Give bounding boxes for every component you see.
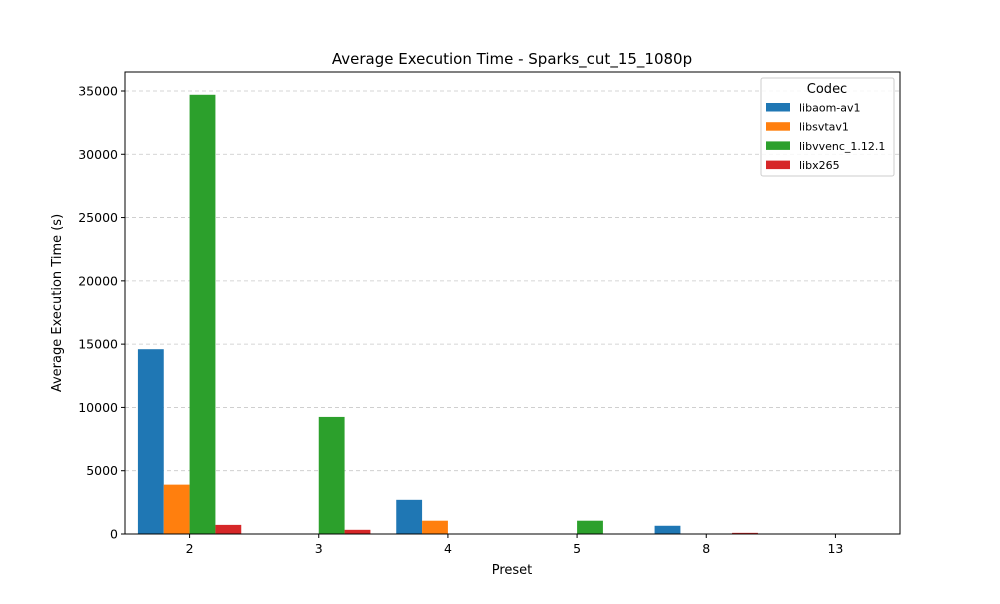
y-tick-label: 0 [110, 527, 118, 542]
x-tick-label: 13 [827, 541, 843, 556]
x-tick-label: 2 [186, 541, 194, 556]
legend-label: libsvtav1 [799, 121, 849, 134]
bar-libvvenc-1-12-1-preset-5 [577, 520, 603, 534]
bar-libsvtav1-preset-2 [163, 484, 190, 534]
y-tick-label: 35000 [78, 83, 118, 98]
bar-libaom-av1-preset-2 [137, 349, 164, 534]
bar-libx265-preset-2 [215, 524, 242, 534]
bar-libaom-av1-preset-8 [654, 525, 681, 534]
legend: Codec libaom-av1 libsvtav1 libvvenc_1.12.1… [760, 77, 895, 177]
y-tick-label: 15000 [78, 337, 118, 352]
x-axis: 2 3 4 5 8 13 [186, 534, 843, 556]
legend-entries: libaom-av1 libsvtav1 libvvenc_1.12.1 libx26… [766, 102, 885, 172]
legend-label: libaom-av1 [799, 102, 861, 115]
x-tick-label: 3 [315, 541, 323, 556]
bars [137, 94, 758, 534]
x-tick-label: 4 [444, 541, 452, 556]
legend-swatch [766, 122, 790, 131]
bar-libx265-preset-3 [344, 529, 371, 534]
x-tick-label: 5 [573, 541, 581, 556]
y-tick-label: 10000 [78, 400, 118, 415]
y-axis: 0 5000 10000 15000 20000 25000 30000 35000 [78, 83, 125, 542]
chart-title: Average Execution Time - Sparks_cut_15_1… [332, 50, 692, 69]
legend-swatch [766, 160, 790, 170]
legend-swatch [766, 103, 790, 112]
bar-libsvtav1-preset-4 [422, 520, 448, 534]
x-axis-label: Preset [492, 563, 533, 578]
y-tick-label: 25000 [78, 210, 118, 225]
legend-title: Codec [807, 82, 847, 97]
y-axis-label: Average Execution Time (s) [50, 214, 65, 392]
legend-label: libvvenc_1.12.1 [799, 140, 885, 153]
bar-libvvenc-1-12-1-preset-2 [189, 94, 216, 534]
legend-box [760, 77, 895, 177]
y-tick-label: 30000 [78, 147, 118, 162]
y-tick-label: 5000 [86, 463, 118, 478]
x-tick-label: 8 [702, 541, 710, 556]
plot-area-frame [124, 71, 901, 535]
legend-swatch [766, 141, 790, 150]
bar-libx265-preset-8 [732, 532, 758, 534]
bar-libaom-av1-preset-4 [396, 499, 423, 534]
bar-libvvenc-1-12-1-preset-3 [318, 416, 345, 534]
gridlines [125, 90, 900, 535]
y-tick-label: 20000 [78, 273, 118, 288]
legend-label: libx265 [799, 159, 840, 172]
